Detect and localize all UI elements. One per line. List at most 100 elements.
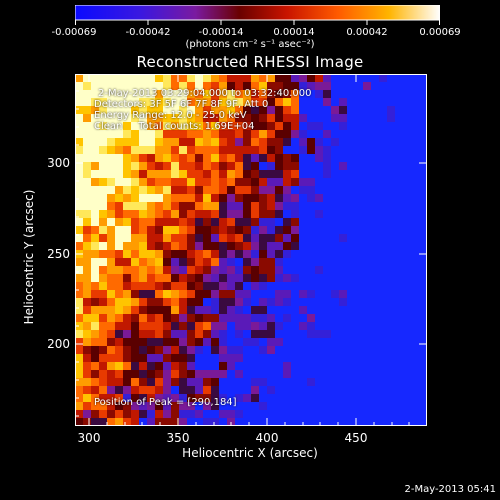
image-pixel	[387, 210, 396, 219]
image-pixel	[363, 266, 372, 275]
image-pixel	[171, 194, 180, 203]
image-pixel	[83, 274, 92, 283]
image-pixel	[419, 418, 427, 426]
image-pixel	[267, 394, 276, 403]
image-pixel	[123, 98, 132, 107]
image-pixel	[347, 402, 356, 411]
image-pixel	[227, 386, 236, 395]
image-pixel	[219, 82, 228, 91]
image-pixel	[99, 122, 108, 131]
image-pixel	[339, 170, 348, 179]
image-pixel	[307, 154, 316, 163]
image-pixel	[419, 330, 427, 339]
image-pixel	[387, 402, 396, 411]
image-pixel	[163, 146, 172, 155]
image-pixel	[275, 146, 284, 155]
image-pixel	[275, 242, 284, 251]
image-pixel	[307, 90, 316, 99]
image-pixel	[331, 210, 340, 219]
image-pixel	[235, 258, 244, 267]
image-pixel	[123, 178, 132, 187]
image-pixel	[251, 394, 260, 403]
image-pixel	[347, 162, 356, 171]
image-pixel	[99, 274, 108, 283]
image-pixel	[275, 202, 284, 211]
image-pixel	[107, 354, 116, 363]
image-pixel	[411, 362, 420, 371]
image-pixel	[259, 402, 268, 411]
image-pixel	[307, 178, 316, 187]
image-pixel	[419, 74, 427, 83]
image-pixel	[267, 186, 276, 195]
image-pixel	[387, 386, 396, 395]
image-pixel	[419, 322, 427, 331]
image-pixel	[291, 258, 300, 267]
image-pixel	[243, 146, 252, 155]
image-pixel	[419, 402, 427, 411]
image-pixel	[171, 114, 180, 123]
image-pixel	[331, 74, 340, 83]
image-pixel	[219, 250, 228, 259]
image-pixel	[331, 362, 340, 371]
image-pixel	[219, 282, 228, 291]
image-pixel	[315, 322, 324, 331]
image-pixel	[147, 218, 156, 227]
image-pixel	[251, 114, 260, 123]
image-pixel	[115, 162, 124, 171]
image-pixel	[83, 378, 92, 387]
image-pixel	[315, 162, 324, 171]
image-pixel	[187, 266, 196, 275]
image-pixel	[275, 410, 284, 419]
image-pixel	[147, 258, 156, 267]
image-pixel	[163, 378, 172, 387]
image-pixel	[355, 162, 364, 171]
image-pixel	[403, 218, 412, 227]
image-pixel	[371, 282, 380, 291]
image-pixel	[75, 290, 84, 299]
image-pixel	[307, 250, 316, 259]
image-pixel	[347, 258, 356, 267]
image-pixel	[139, 146, 148, 155]
image-pixel	[339, 218, 348, 227]
image-pixel	[331, 338, 340, 347]
image-pixel	[187, 130, 196, 139]
image-pixel	[235, 282, 244, 291]
image-pixel	[371, 314, 380, 323]
image-pixel	[123, 186, 132, 195]
image-pixel	[91, 322, 100, 331]
image-pixel	[147, 194, 156, 203]
image-pixel	[411, 354, 420, 363]
image-pixel	[99, 194, 108, 203]
image-pixel	[123, 290, 132, 299]
image-pixel	[227, 226, 236, 235]
image-pixel	[363, 306, 372, 315]
image-pixel	[403, 178, 412, 187]
image-pixel	[171, 370, 180, 379]
image-pixel	[267, 250, 276, 259]
image-pixel	[75, 146, 84, 155]
image-pixel	[227, 322, 236, 331]
generation-timestamp: 2-May-2013 05:41	[404, 484, 496, 495]
image-pixel	[411, 322, 420, 331]
image-pixel	[419, 290, 427, 299]
image-pixel	[75, 226, 84, 235]
image-pixel	[411, 186, 420, 195]
image-pixel	[363, 218, 372, 227]
image-pixel	[171, 306, 180, 315]
image-pixel	[307, 362, 316, 371]
image-pixel	[403, 370, 412, 379]
image-pixel	[147, 226, 156, 235]
image-pixel	[171, 378, 180, 387]
image-pixel	[251, 138, 260, 147]
image-pixel	[195, 338, 204, 347]
image-pixel	[403, 90, 412, 99]
image-pixel	[203, 210, 212, 219]
colorbar-units-label: (photons cm⁻² s⁻¹ asec⁻²)	[185, 39, 315, 50]
image-pixel	[203, 306, 212, 315]
image-pixel	[315, 194, 324, 203]
image-pixel	[187, 386, 196, 395]
image-pixel	[339, 106, 348, 115]
image-pixel	[171, 90, 180, 99]
image-pixel	[339, 234, 348, 243]
image-pixel	[411, 410, 420, 419]
